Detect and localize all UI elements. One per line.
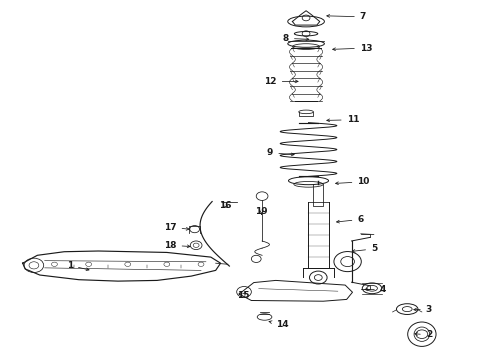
Text: 2: 2: [415, 330, 432, 339]
Text: 16: 16: [219, 201, 232, 210]
Text: 17: 17: [164, 223, 189, 232]
Text: 5: 5: [352, 244, 377, 253]
Text: 19: 19: [255, 207, 268, 216]
Text: 14: 14: [269, 320, 289, 329]
Text: 3: 3: [414, 305, 432, 314]
Text: 6: 6: [337, 215, 364, 224]
Text: 12: 12: [264, 77, 298, 86]
Text: 11: 11: [327, 115, 359, 124]
Text: 13: 13: [333, 44, 372, 53]
Text: 10: 10: [336, 177, 370, 186]
Text: 9: 9: [267, 148, 294, 157]
Text: 8: 8: [283, 34, 309, 43]
Text: 1: 1: [67, 261, 89, 271]
Text: 4: 4: [365, 285, 386, 294]
Text: 7: 7: [327, 12, 366, 21]
Text: 18: 18: [164, 241, 190, 250]
Text: 15: 15: [237, 291, 249, 300]
